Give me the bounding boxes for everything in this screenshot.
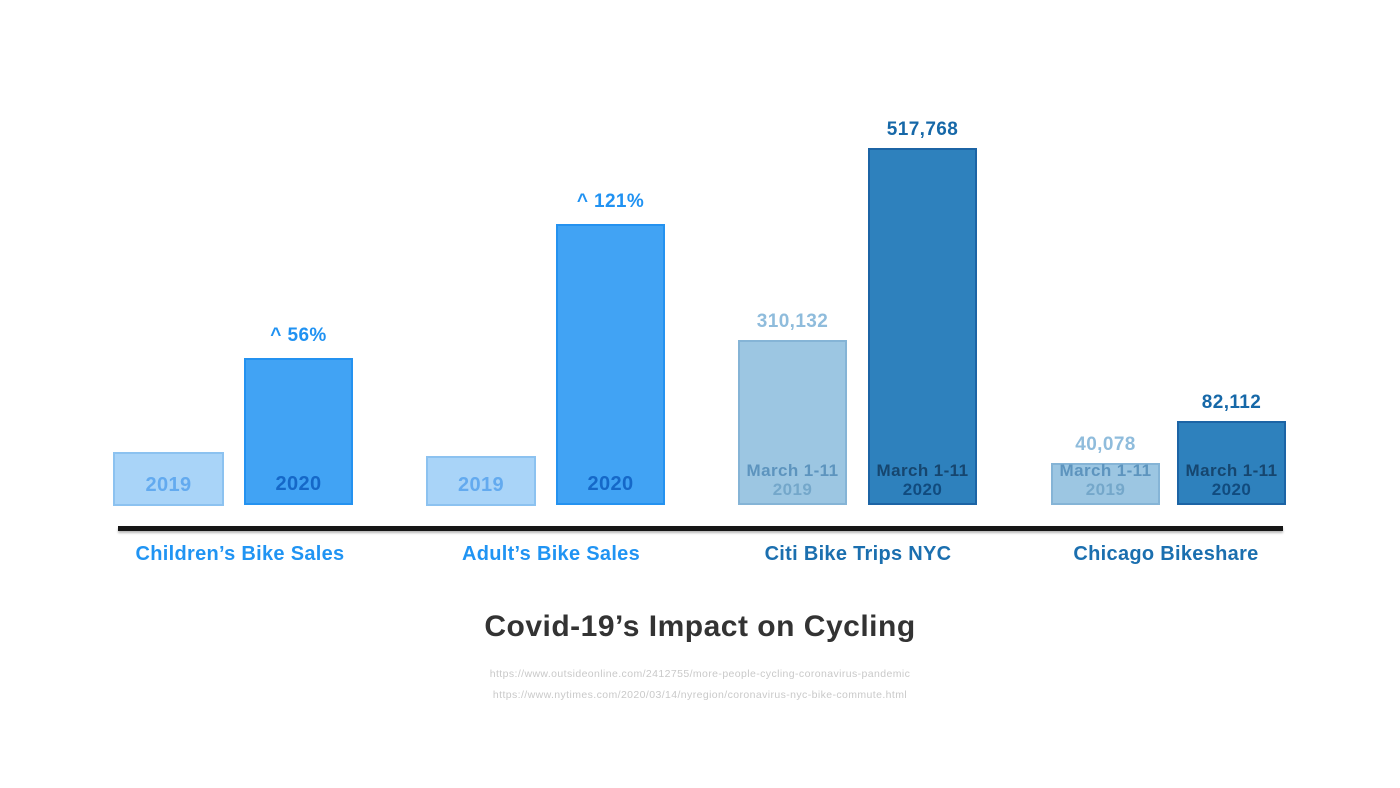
value-label: 310,132 [756,311,829,332]
bar-period-line2: 2019 [1085,480,1126,499]
bar-period-line2: 2020 [902,480,943,499]
bar-adults-2020: ^ 121% 2020 [556,191,665,505]
bar-period-label: 2020 [275,473,322,495]
bar-period-label: March 1-11 2020 [870,461,975,503]
category-label-chicago-bikeshare: Chicago Bikeshare [1073,543,1259,565]
chart-title: Covid-19’s Impact on Cycling [484,610,916,643]
bar-period-line1: March 1-11 [1059,461,1152,480]
change-label: ^ 56% [270,325,327,346]
change-label: ^ 121% [576,191,645,212]
bar-chicago-2020: 82,112 March 1-11 2020 [1177,392,1286,505]
bar-childrens-2020: ^ 56% 2020 [244,325,353,505]
bar-period-line1: March 1-11 [876,461,969,480]
bar-period-line2: 2019 [772,480,813,499]
bar-period-line1: March 1-11 [1185,461,1278,480]
bar-citibike-2020: 517,768 March 1-11 2020 [868,119,977,505]
category-label-citi-bike-trips-nyc: Citi Bike Trips NYC [764,543,952,565]
category-label-adults-bike-sales: Adult’s Bike Sales [461,543,641,565]
bar-chicago-2019: 40,078 March 1-11 2019 [1051,434,1160,505]
x-axis-line [118,526,1283,531]
bar-adults-2019: 2019 [426,456,536,506]
bar-period-label: March 1-11 2019 [1053,461,1158,503]
source-url-1: https://www.outsideonline.com/2412755/mo… [489,668,911,680]
bar-period-label: 2019 [145,474,192,496]
value-label: 82,112 [1201,392,1262,413]
bar-period-line2: 2020 [1211,480,1252,499]
bar-period-label: 2020 [587,473,634,495]
bar-period-label: March 1-11 2019 [740,461,845,503]
bar-period-line1: March 1-11 [746,461,839,480]
bar-period-label: 2019 [457,474,505,496]
source-url-2: https://www.nytimes.com/2020/03/14/nyreg… [492,689,908,701]
category-label-childrens-bike-sales: Children’s Bike Sales [135,543,345,565]
bar-citibike-2019: 310,132 March 1-11 2019 [738,311,847,505]
bar-childrens-2019: 2019 [113,452,224,506]
value-label: 517,768 [886,119,959,140]
bar-period-label: March 1-11 2020 [1179,461,1284,503]
value-label: 40,078 [1075,434,1136,455]
